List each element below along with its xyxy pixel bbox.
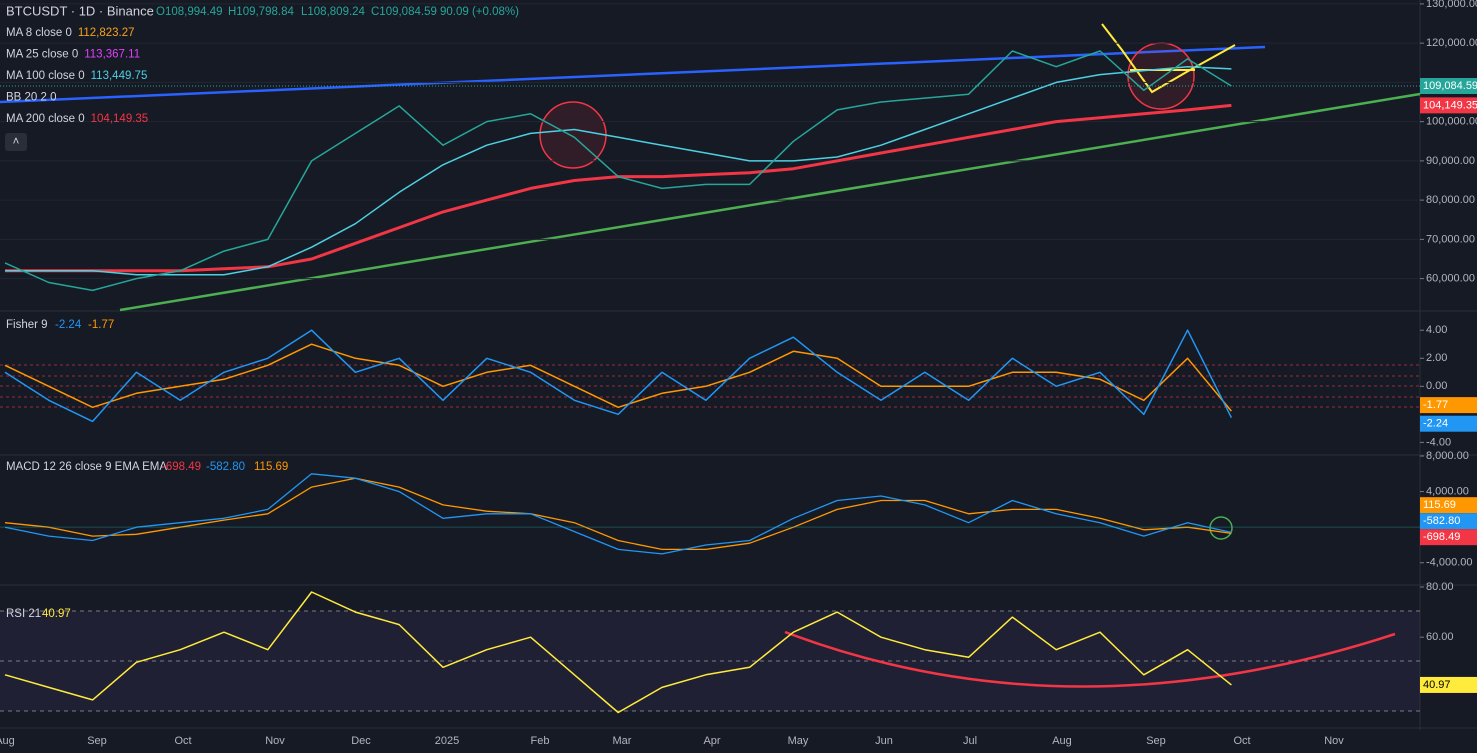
y-tick-label: -4.00 [1426, 436, 1451, 448]
ohlc: O108,994.49 [156, 6, 223, 18]
macd-line [4, 473, 1232, 555]
x-tick-label: Oct [1233, 735, 1250, 747]
y-tick-label: 100,000.00 [1426, 116, 1477, 128]
x-tick-label: Sep [87, 735, 107, 747]
ohlc: H109,798.84 [228, 6, 294, 18]
x-tick-label: Nov [265, 735, 285, 747]
highlight-circle [539, 101, 607, 169]
price-tag-label: -582.80 [1423, 515, 1460, 527]
price-tag [1420, 77, 1477, 94]
symbol: BTCUSDT · 1D · Binance [6, 3, 154, 18]
indicator-value: 113,449.75 [91, 70, 148, 82]
price-tag [1420, 529, 1477, 546]
y-tick-label: 60.00 [1426, 631, 1454, 643]
x-tick-label: Oct [174, 735, 191, 747]
indicator-name: MA 100 close 0 [6, 70, 85, 82]
indicator-name: MA 200 close 0 [6, 113, 85, 125]
x-tick-label: Aug [0, 735, 15, 747]
rsi-line [4, 591, 1232, 714]
legend-value: -698.49 [162, 461, 201, 473]
pattern-line [1101, 23, 1236, 94]
y-tick-label: 4.00 [1426, 324, 1447, 336]
price-tag-label: 40.97 [1423, 679, 1451, 691]
x-tick-label: 2025 [435, 735, 459, 747]
price-tag [1420, 415, 1477, 432]
y-tick-label: 60,000.00 [1426, 273, 1475, 285]
indicator-name: MA 25 close 0 [6, 49, 78, 61]
indicator-name: BB 20 2 0 [6, 92, 57, 104]
ohlc: C109,084.59 [371, 6, 437, 18]
fisher-levels [0, 364, 1420, 408]
price-line [4, 50, 1232, 292]
y-tick-label: 120,000.00 [1426, 37, 1477, 49]
rsi-curve [784, 630, 1396, 688]
collapse-button[interactable] [5, 133, 27, 151]
y-tick-label: 80.00 [1426, 581, 1454, 593]
price-tag [1420, 397, 1477, 414]
legend-value: -2.24 [55, 319, 82, 331]
y-tick-label: 4,000.00 [1426, 485, 1469, 497]
macd-signal-line [4, 477, 1232, 551]
ma100-line [5, 65, 1232, 276]
change: 90.09 (+0.08%) [440, 6, 519, 18]
pane-title: Fisher 9 [6, 319, 48, 331]
x-tick-label: Jun [875, 735, 893, 747]
rsi-band [0, 611, 1420, 711]
y-tick-label: 0.00 [1426, 380, 1447, 392]
price-tag [1420, 676, 1477, 693]
indicator-value: 104,149.35 [91, 113, 149, 125]
highlight-circle [1127, 42, 1195, 110]
pane-title: MACD 12 26 close 9 EMA EMA [6, 461, 167, 473]
price-tag-label: 109,084.59 [1423, 80, 1477, 92]
pane-title: RSI 21 [6, 608, 41, 620]
price-tag-label: 104,149.35 [1423, 99, 1477, 111]
x-tick-label: Nov [1324, 735, 1344, 747]
price-tag [1420, 497, 1477, 514]
x-tick-label: Sep [1146, 735, 1166, 747]
ohlc: L108,809.24 [301, 6, 366, 18]
x-tick-label: Dec [351, 735, 371, 747]
indicator-name: MA 8 close 0 [6, 27, 72, 39]
price-tag [1420, 97, 1477, 114]
x-tick-label: Apr [703, 735, 720, 747]
y-tick-label: 8,000.00 [1426, 450, 1469, 462]
x-tick-label: May [788, 735, 809, 747]
price-tag-label: -1.77 [1423, 399, 1448, 411]
price-tag [1420, 513, 1477, 530]
legend-value: -582.80 [206, 461, 245, 473]
fisher-line [4, 329, 1233, 423]
legend-value: 115.69 [254, 461, 288, 473]
y-tick-label: 90,000.00 [1426, 155, 1475, 167]
y-tick-label: 80,000.00 [1426, 194, 1475, 206]
x-tick-label: Aug [1052, 735, 1072, 747]
price-tag-label: 115.69 [1423, 499, 1456, 511]
y-tick-label: 2.00 [1426, 352, 1447, 364]
price-tag-label: -2.24 [1423, 418, 1448, 430]
x-tick-label: Mar [613, 735, 632, 747]
x-tick-label: Jul [963, 735, 977, 747]
trendline [0, 45, 1266, 104]
x-tick-label: Feb [531, 735, 550, 747]
price-tag-label: -698.49 [1423, 531, 1460, 543]
y-tick-label: -4,000.00 [1426, 557, 1472, 569]
y-tick-label: 130,000.00 [1426, 0, 1477, 10]
indicator-value: 113,367.11 [84, 49, 140, 61]
legend-value: -1.77 [88, 319, 114, 331]
legend-value: 40.97 [42, 608, 71, 620]
y-tick-label: 70,000.00 [1426, 233, 1475, 245]
indicator-value: 112,823.27 [78, 27, 135, 39]
collapse-icon[interactable]: ˄ [13, 136, 20, 148]
layer [0, 3, 1420, 714]
trendline [119, 92, 1421, 312]
